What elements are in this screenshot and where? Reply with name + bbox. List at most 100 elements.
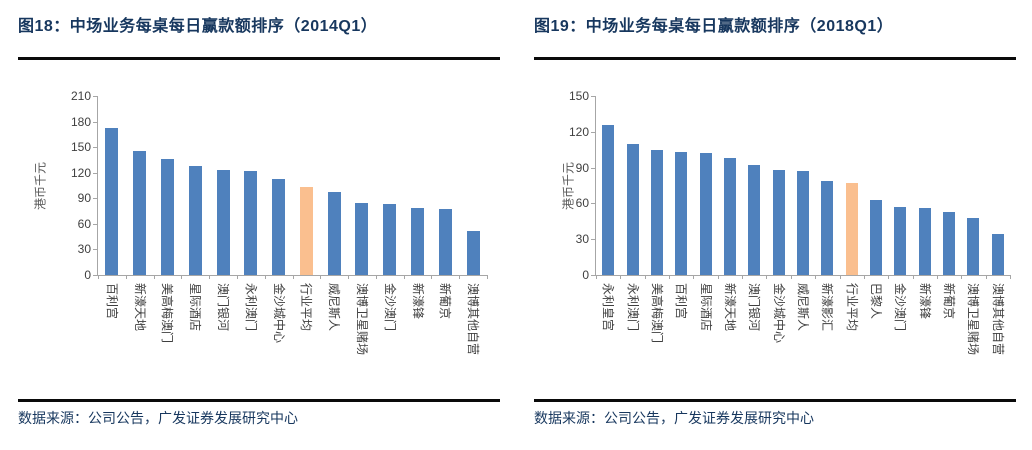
x-axis-label-星际酒店: 星际酒店 — [188, 283, 202, 332]
x-tick-mark — [693, 275, 694, 279]
y-tick-mark — [93, 172, 98, 174]
y-tick-mark — [591, 131, 596, 133]
figure-panel-2018q1: 图19：中场业务每桌每日赢款额排序（2018Q1） 港币千元 0 30 60 90 12… — [516, 0, 1032, 450]
x-tick-mark — [961, 275, 962, 279]
y-tick-label: 120 — [70, 165, 91, 180]
x-axis-label-澳博其他自营: 澳博其他自营 — [991, 283, 1005, 356]
x-axis-label-永利澳门: 永利澳门 — [244, 283, 258, 332]
bar-金沙澳门 — [383, 204, 396, 275]
x-tick-mark — [126, 275, 127, 279]
y-tick-label: 30 — [575, 232, 589, 247]
y-axis-title: 港币千元 — [33, 161, 48, 211]
figure-panel-2014q1: 图18：中场业务每桌每日赢款额排序（2014Q1） 港币千元 0 30 60 90 12… — [18, 18, 500, 426]
bar-新葡京 — [943, 212, 955, 275]
y-tick-label: 0 — [84, 268, 91, 282]
bar-美高梅澳门 — [161, 159, 174, 275]
bar-highlight-行业平均 — [846, 183, 858, 275]
x-tick-mark — [620, 275, 621, 279]
y-tick-label: 0 — [582, 268, 589, 282]
bar-百利宫 — [675, 152, 687, 275]
y-tick-mark — [591, 167, 596, 169]
x-tick-mark — [154, 275, 155, 279]
x-axis-label-新濠锋: 新濠锋 — [411, 283, 425, 320]
x-axis-label-美高梅澳门: 美高梅澳门 — [650, 283, 664, 344]
x-tick-mark — [937, 275, 938, 279]
x-tick-mark — [431, 275, 432, 279]
x-axis-label-新濠天地: 新濠天地 — [133, 283, 147, 332]
chart-title-fig19: 图19：中场业务每桌每日赢款额排序（2018Q1） — [534, 18, 894, 35]
x-tick-mark — [888, 275, 889, 279]
bar-澳门银河 — [748, 165, 760, 275]
bar-新葡京 — [439, 209, 452, 275]
x-tick-mark — [742, 275, 743, 279]
x-axis-label-美高梅澳门: 美高梅澳门 — [160, 283, 174, 344]
y-tick-label: 90 — [575, 160, 589, 175]
x-axis-label-巴黎人: 巴黎人 — [869, 283, 883, 320]
data-source-note: 数据来源：公司公告，广发证券发展研究中心 — [18, 410, 298, 426]
x-tick-mark — [913, 275, 914, 279]
x-tick-mark — [293, 275, 294, 279]
bar-永利澳门 — [627, 144, 639, 275]
x-axis-label-永利澳门: 永利澳门 — [626, 283, 640, 332]
x-axis-label-行业平均: 行业平均 — [845, 283, 859, 332]
x-tick-mark — [209, 275, 210, 279]
bar-百利宫 — [105, 128, 118, 275]
x-tick-mark — [1010, 275, 1011, 279]
y-tick-label: 150 — [70, 140, 91, 155]
bar-威尼斯人 — [797, 171, 809, 275]
bar-金沙澳门 — [894, 207, 906, 275]
x-tick-mark — [791, 275, 792, 279]
y-tick-label: 60 — [575, 196, 589, 211]
x-axis-label-新濠影汇: 新濠影汇 — [820, 283, 834, 332]
bar-chart-2014q1: 0 30 60 90 120 150 180 210 百利宫 新濠天地 美高梅澳门 星际酒店 澳门银河永… — [71, 89, 488, 355]
y-tick-label: 30 — [77, 242, 91, 257]
bar-澳博其他自营 — [467, 231, 480, 275]
x-axis-label-新濠天地: 新濠天地 — [723, 283, 737, 332]
x-tick-mark — [376, 275, 377, 279]
bar-澳博卫星赌场 — [967, 218, 979, 275]
x-tick-mark — [840, 275, 841, 279]
y-tick-mark — [93, 275, 98, 276]
bar-金沙城中心 — [773, 170, 785, 275]
x-axis-label-金沙澳门: 金沙澳门 — [893, 283, 907, 332]
x-axis-label-金沙澳门: 金沙澳门 — [383, 283, 397, 332]
x-axis-label-新葡京: 新葡京 — [942, 283, 956, 320]
y-tick-label: 210 — [70, 89, 91, 103]
source-divider — [534, 399, 1016, 402]
bar-美高梅澳门 — [651, 150, 663, 275]
y-tick-label: 150 — [568, 89, 589, 103]
x-tick-mark — [718, 275, 719, 279]
bar-chart-2018q1: 0 30 60 90 120 150 永利皇宫 永利澳门 美高梅澳门 百利宫 星际酒店 新濠天地 澳门银… — [569, 89, 1011, 355]
bar-星际酒店 — [189, 166, 202, 275]
source-divider — [18, 399, 500, 402]
y-tick-mark — [93, 223, 98, 225]
x-tick-mark — [348, 275, 349, 279]
title-divider — [18, 57, 500, 60]
y-tick-mark — [93, 96, 98, 97]
x-axis-label-金沙城中心: 金沙城中心 — [772, 283, 786, 344]
x-tick-mark — [487, 275, 488, 279]
y-tick-mark — [591, 239, 596, 241]
x-axis-label-星际酒店: 星际酒店 — [699, 283, 713, 332]
bar-澳博卫星赌场 — [355, 203, 368, 275]
x-tick-mark — [766, 275, 767, 279]
y-tick-label: 60 — [77, 216, 91, 231]
title-divider — [534, 57, 1016, 60]
x-axis-label-金沙城中心: 金沙城中心 — [272, 283, 286, 344]
x-tick-mark — [864, 275, 865, 279]
bar-新濠天地 — [133, 151, 146, 275]
x-axis-label-澳博卫星赌场: 澳博卫星赌场 — [966, 283, 980, 356]
x-axis-label-新濠锋: 新濠锋 — [918, 283, 932, 320]
x-tick-mark — [404, 275, 405, 279]
x-tick-mark — [645, 275, 646, 279]
x-tick-mark — [459, 275, 460, 279]
y-tick-label: 180 — [70, 114, 91, 129]
x-axis-label-威尼斯人: 威尼斯人 — [796, 283, 810, 332]
x-tick-mark — [237, 275, 238, 279]
x-tick-mark — [986, 275, 987, 279]
bar-永利皇宫 — [602, 125, 614, 275]
bar-星际酒店 — [700, 153, 712, 275]
x-axis-label-百利宫: 百利宫 — [674, 283, 688, 320]
bar-新濠锋 — [411, 208, 424, 275]
